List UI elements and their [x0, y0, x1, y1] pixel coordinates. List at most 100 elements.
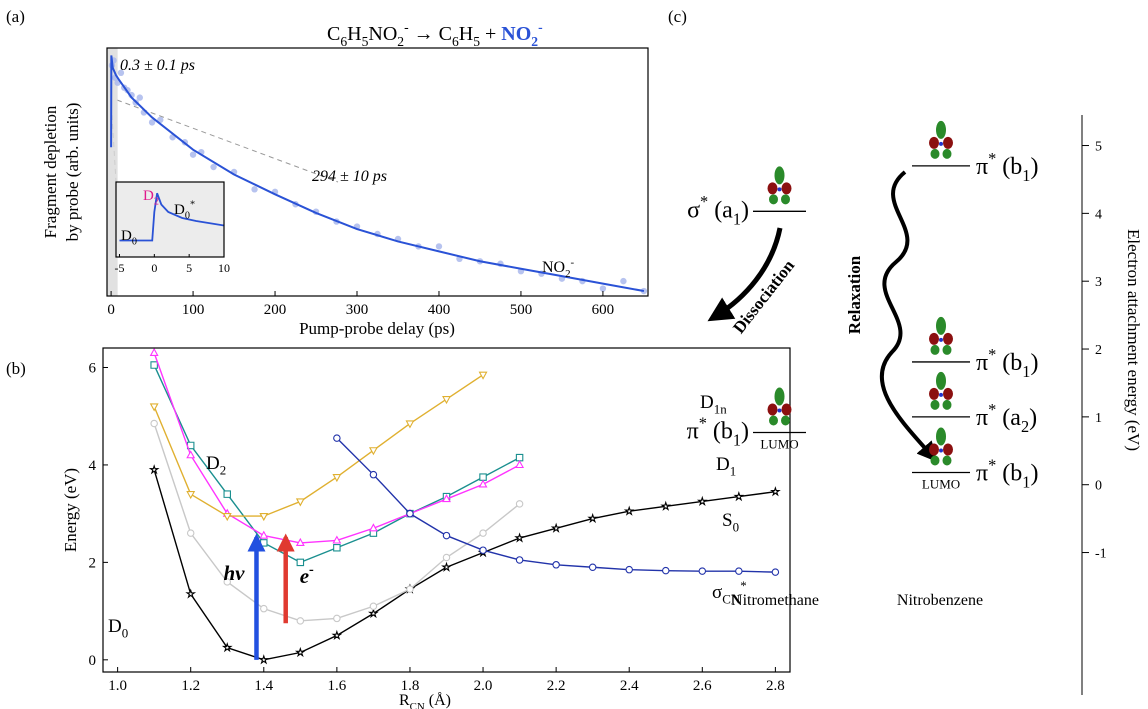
y-tick-label: 0 — [89, 653, 97, 669]
data-point — [515, 459, 525, 469]
x-tick-label: 2.2 — [547, 678, 566, 694]
text-segment: - — [309, 562, 314, 578]
x-tick-label: 2.4 — [620, 678, 639, 694]
orbital-lobe — [769, 415, 778, 426]
plot-background — [116, 182, 224, 257]
series-label: D0 — [108, 616, 128, 641]
data-point — [260, 604, 268, 613]
text-segment: * — [988, 149, 996, 168]
level-label: π* (a2) — [976, 400, 1037, 436]
series-label: D2 — [206, 453, 226, 478]
text-segment: S — [722, 510, 733, 531]
data-point — [150, 419, 158, 428]
data-point — [368, 447, 378, 456]
data-point — [442, 531, 451, 540]
data-point — [406, 509, 414, 518]
text-segment: ) — [1030, 154, 1038, 180]
data-point — [251, 186, 258, 193]
data-point — [587, 512, 599, 524]
text-segment: 1 — [1022, 473, 1030, 492]
x-tick-label: 10 — [218, 261, 230, 275]
text-segment: (a — [708, 197, 733, 223]
orbital-lobe — [767, 182, 778, 195]
data-point — [332, 535, 342, 544]
text-segment: 1 — [733, 431, 741, 450]
orbital-lobe — [930, 455, 940, 466]
data-point — [660, 500, 672, 511]
data-point — [136, 94, 143, 101]
x-tick-label: 2.8 — [766, 678, 785, 694]
text-segment: 0 — [733, 520, 739, 535]
text-segment: π — [687, 418, 699, 444]
text-segment: π — [976, 154, 988, 180]
x-tick-label: 500 — [510, 302, 533, 318]
plot-area — [119, 192, 224, 242]
orbital-lobe — [942, 344, 952, 355]
chart-title: C6H5NO2- → C6H5 + NO2- — [327, 20, 543, 49]
series-label: σCN* — [712, 578, 747, 607]
text-segment: H — [459, 23, 473, 45]
text-segment: + — [480, 23, 501, 45]
text-segment: π — [976, 350, 988, 376]
y-tick-label: 2 — [1095, 343, 1102, 358]
data-point — [186, 529, 195, 537]
text-segment: → C — [409, 23, 452, 45]
level-label: π* (b1) — [976, 149, 1038, 185]
text-segment: (a — [996, 405, 1021, 431]
data-point — [295, 537, 305, 546]
text-segment: - — [538, 20, 543, 35]
y-tick-label: 5 — [1095, 140, 1102, 155]
data-point — [515, 453, 524, 462]
data-point — [259, 530, 269, 539]
orbital-icon — [929, 371, 953, 410]
orbital-lobe — [942, 399, 952, 410]
data-point — [294, 646, 306, 658]
orbital-lobe — [939, 337, 943, 342]
series-line — [153, 374, 484, 517]
orbital-lobe — [936, 427, 946, 446]
text-segment: 1n — [714, 402, 727, 417]
orbital-lobe — [939, 392, 943, 397]
text-segment: CN — [722, 592, 741, 607]
text-segment: σ — [687, 197, 700, 223]
data-point — [369, 471, 378, 479]
text-segment: 2 — [397, 34, 404, 49]
orbital-lobe — [936, 316, 946, 335]
arrow-label: hv — [223, 561, 245, 585]
orbital-icon — [767, 387, 792, 426]
data-point — [186, 491, 196, 500]
orbital-lobe — [936, 120, 946, 139]
annotation: 294 ± 10 ps — [312, 168, 387, 185]
plot-frame — [102, 347, 791, 673]
orbital-lobe — [774, 166, 785, 185]
orbital-icon — [929, 316, 953, 355]
text-segment: 0 — [122, 626, 128, 641]
x-tick-label: 1.4 — [254, 678, 273, 694]
y-tick-label: 6 — [89, 360, 97, 376]
data-point — [148, 464, 160, 475]
data-point — [296, 558, 305, 567]
data-point — [369, 602, 378, 610]
data-point — [368, 607, 379, 619]
text-segment: NO — [501, 23, 531, 45]
text-segment: * — [699, 413, 707, 432]
y-tick-label: 1 — [1095, 411, 1102, 426]
text-segment: (Å) — [425, 691, 451, 709]
orbital-lobe — [943, 136, 953, 149]
data-point — [223, 490, 231, 498]
text-segment: D — [716, 454, 730, 475]
orbital-icon — [929, 120, 953, 159]
y-tick-label: 0 — [1095, 479, 1102, 494]
orbital-lobe — [777, 408, 782, 413]
x-tick-label: 2.6 — [693, 678, 712, 694]
y-tick-label: -1 — [1095, 547, 1107, 562]
text-segment: (b — [996, 350, 1022, 376]
data-point — [771, 568, 780, 576]
text-segment: 0 — [185, 211, 190, 222]
orbital-lobe — [943, 443, 953, 456]
data-point — [149, 348, 159, 356]
text-segment: (b — [996, 460, 1022, 486]
x-axis-label: RCN (Å) — [399, 691, 451, 709]
annotation: NO2- — [542, 256, 575, 280]
data-point — [186, 450, 196, 459]
